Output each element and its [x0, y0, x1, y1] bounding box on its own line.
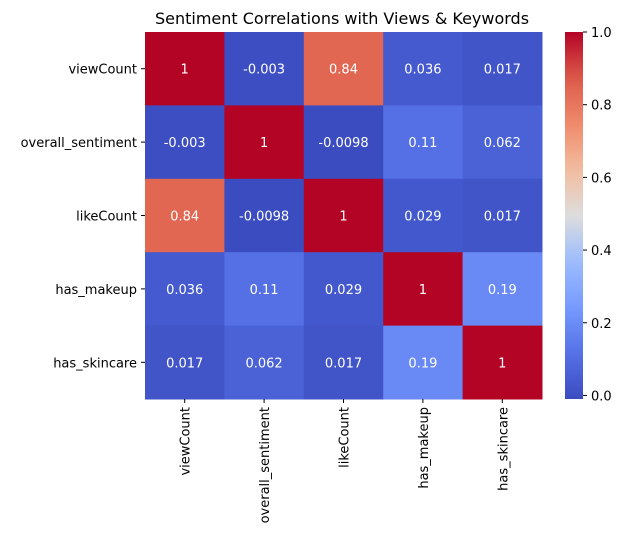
- heatmap-cell: [224, 105, 305, 180]
- cell-value-label: 0.036: [404, 63, 441, 78]
- column-tick-label: has_skincare: [496, 407, 511, 491]
- heatmap-cell: [145, 105, 225, 180]
- heatmap-cell: [145, 32, 225, 106]
- colorbar-tick-label: 1.0: [591, 26, 612, 41]
- colorbar: 0.0 0.2 0.4 0.6 0.8 1.0: [565, 26, 612, 404]
- cell-value-label: 0.036: [166, 283, 203, 298]
- cell-value-label: 0.017: [484, 63, 521, 78]
- column-tick-label: likeCount: [338, 407, 353, 468]
- heatmap-cell: [383, 252, 464, 327]
- heatmap-cell: [303, 178, 384, 253]
- cell-value-label: 1: [498, 356, 506, 371]
- heatmap-cell: [383, 325, 464, 400]
- heatmap-cell: [224, 32, 305, 106]
- cell-value-label: 0.029: [325, 283, 362, 298]
- heatmap-cell: [145, 178, 225, 253]
- colorbar-gradient: [565, 32, 583, 399]
- heatmap-cell: [383, 105, 464, 180]
- cell-value-label: 0.84: [329, 63, 358, 78]
- heatmap-cell: [462, 32, 543, 106]
- heatmap-cell: [383, 32, 464, 106]
- heatmap-cell: [383, 178, 464, 253]
- column-tick-labels: viewCount overall_sentiment likeCount has_m…: [179, 399, 511, 523]
- cell-value-label: 0.19: [488, 283, 517, 298]
- heatmap-cell-labels: 1 -0.003 0.84 0.036 0.017 -0.003 1 -0.0098 0.11 0…: [164, 63, 521, 372]
- cell-value-label: 0.017: [166, 356, 203, 371]
- column-tick-label: has_makeup: [417, 407, 432, 489]
- cell-value-label: -0.0098: [239, 210, 289, 225]
- heatmap-cell: [224, 252, 305, 327]
- cell-value-label: 0.11: [250, 283, 279, 298]
- cell-value-label: 1: [181, 63, 189, 78]
- colorbar-tick-label: 0.0: [591, 389, 612, 404]
- row-tick-label: overall_sentiment: [21, 136, 137, 151]
- cell-value-label: -0.003: [243, 63, 285, 78]
- cell-value-label: 0.017: [484, 210, 521, 225]
- cell-value-label: -0.003: [164, 136, 206, 151]
- row-tick-label: likeCount: [76, 210, 137, 225]
- cell-value-label: 0.11: [408, 136, 437, 151]
- colorbar-tick-label: 0.4: [591, 244, 612, 259]
- heatmap-cell: [224, 178, 305, 253]
- heatmap-cell: [303, 32, 384, 106]
- cell-value-label: 0.062: [245, 356, 282, 371]
- heatmap-cell: [145, 252, 225, 327]
- heatmap-cell: [303, 252, 384, 327]
- heatmap-cell: [462, 252, 543, 327]
- heatmap-cell: [224, 325, 305, 400]
- column-tick-label: viewCount: [179, 407, 194, 476]
- cell-value-label: 0.84: [170, 210, 199, 225]
- cell-value-label: -0.0098: [318, 136, 368, 151]
- row-tick-label: has_makeup: [55, 283, 137, 298]
- heatmap-cell: [145, 325, 225, 400]
- colorbar-tick-label: 0.6: [591, 171, 612, 186]
- column-tick-label: overall_sentiment: [258, 407, 273, 523]
- row-tick-label: has_skincare: [53, 356, 137, 371]
- cell-value-label: 1: [260, 136, 268, 151]
- cell-value-label: 1: [419, 283, 427, 298]
- cell-value-label: 0.017: [325, 356, 362, 371]
- row-tick-labels: viewCount overall_sentiment likeCount has_m…: [21, 63, 145, 371]
- chart-title: Sentiment Correlations with Views & Keyw…: [155, 9, 529, 28]
- row-tick-label: viewCount: [68, 63, 137, 78]
- heatmap-cell: [303, 105, 384, 180]
- cell-value-label: 0.19: [408, 356, 437, 371]
- heatmap-cell: [303, 325, 384, 400]
- heatmap-cell: [462, 325, 543, 400]
- heatmap-cell: [462, 105, 543, 180]
- colorbar-tick-label: 0.2: [591, 317, 612, 332]
- cell-value-label: 1: [339, 210, 347, 225]
- cell-value-label: 0.029: [404, 210, 441, 225]
- colorbar-tick-label: 0.8: [591, 99, 612, 114]
- heatmap-cells: [145, 32, 543, 400]
- cell-value-label: 0.062: [484, 136, 521, 151]
- heatmap-cell: [462, 178, 543, 253]
